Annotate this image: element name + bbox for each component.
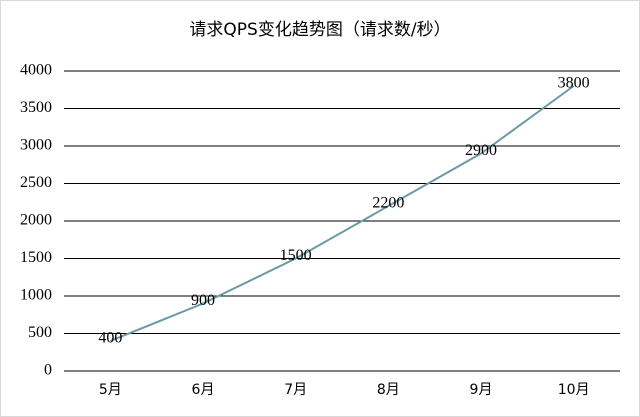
data-line — [109, 85, 575, 342]
data-label: 400 — [98, 330, 122, 347]
data-label: 3800 — [558, 75, 590, 92]
x-tick-label: 9月 — [470, 382, 493, 398]
y-tick-label: 500 — [28, 324, 52, 341]
data-label: 2900 — [465, 142, 497, 159]
y-tick-label: 1500 — [20, 249, 52, 266]
x-tick-label: 5月 — [99, 382, 122, 398]
x-tick-label: 6月 — [192, 382, 215, 398]
data-label: 900 — [191, 292, 215, 309]
y-tick-label: 4000 — [20, 62, 52, 79]
y-tick-label: 2000 — [20, 212, 52, 229]
y-tick-label: 3000 — [20, 137, 52, 154]
y-tick-label: 1000 — [20, 287, 52, 304]
x-tick-label: 10月 — [558, 382, 590, 398]
y-tick-label: 3500 — [20, 99, 52, 116]
x-tick-label: 8月 — [377, 382, 400, 398]
y-tick-label: 0 — [44, 362, 52, 379]
y-tick-label: 2500 — [20, 174, 52, 191]
x-tick-label: 7月 — [284, 382, 307, 398]
data-label: 2200 — [372, 195, 404, 212]
chart-title: 请求QPS变化趋势图（请求数/秒） — [189, 20, 450, 40]
data-label: 1500 — [280, 247, 312, 264]
